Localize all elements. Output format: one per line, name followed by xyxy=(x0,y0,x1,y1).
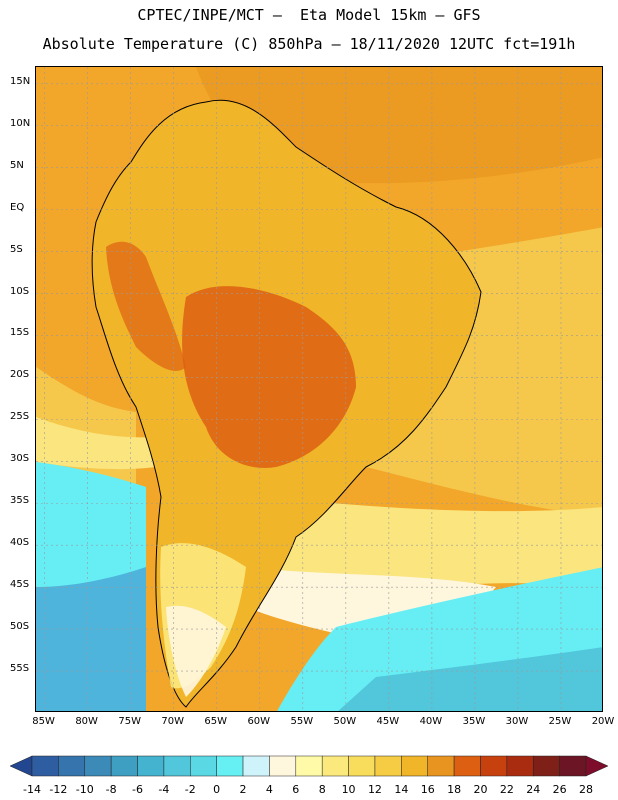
lat-tick-label: 25S xyxy=(10,411,30,423)
colorbar-swatch xyxy=(480,755,508,777)
lon-tick-label: 35W xyxy=(462,716,486,727)
lat-tick-label: 45S xyxy=(10,579,30,591)
colorbar-min-arrow xyxy=(9,755,33,777)
chart-title: CPTEC/INPE/MCT – Eta Model 15km – GFS xyxy=(137,6,481,24)
lat-tick-label: EQ xyxy=(10,201,25,213)
colorbar-tick-label: 12 xyxy=(367,783,382,796)
colorbar-tick-label: 18 xyxy=(447,783,462,796)
lon-tick-label: 70W xyxy=(161,716,184,727)
colorbar-tick-label: 4 xyxy=(265,783,273,796)
lat-tick-label: 30S xyxy=(10,453,30,465)
lat-tick-label: 50S xyxy=(10,621,30,633)
lon-tick-label: 50W xyxy=(333,716,357,727)
lon-tick-label: 40W xyxy=(419,716,443,727)
lon-tick-label: 75W xyxy=(118,716,141,727)
lat-tick-label: 15S xyxy=(10,327,30,339)
colorbar-tick-label: 6 xyxy=(292,783,300,796)
colorbar-tick-label: 24 xyxy=(526,783,541,796)
colorbar-tick-label: -12 xyxy=(49,783,68,796)
colorbar-swatch xyxy=(269,755,297,777)
colorbar-swatch xyxy=(110,755,138,777)
colorbar-swatch xyxy=(58,755,86,777)
lon-tick-label: 25W xyxy=(548,716,572,727)
colorbar-tick-label: 0 xyxy=(213,783,221,796)
lat-tick-label: 20S xyxy=(10,369,30,381)
colorbar-swatch xyxy=(401,755,428,777)
lon-tick-label: 80W xyxy=(75,716,98,727)
pacific-deep-cold xyxy=(36,567,146,711)
colorbar-tick-label: -6 xyxy=(132,783,143,796)
lon-tick-label: 55W xyxy=(290,716,314,727)
colorbar-tick-label: 16 xyxy=(420,783,435,796)
lon-tick-label: 45W xyxy=(376,716,400,727)
colorbar-swatch xyxy=(295,755,323,777)
lon-tick-label: 60W xyxy=(247,716,271,727)
colorbar-tick-label: -10 xyxy=(75,783,94,796)
temperature-map xyxy=(36,67,602,711)
lat-tick-label: 35S xyxy=(10,495,30,507)
colorbar-swatch xyxy=(532,755,560,777)
colorbar-swatch xyxy=(163,755,191,777)
colorbar-swatch xyxy=(453,755,481,777)
colorbar-tick-label: 14 xyxy=(394,783,409,796)
lon-tick-label: 65W xyxy=(204,716,228,727)
colorbar-tick-label: -2 xyxy=(184,783,196,796)
lat-tick-label: 5N xyxy=(10,159,24,171)
pacific-mid-band xyxy=(36,417,156,470)
colorbar-max-arrow xyxy=(585,755,609,777)
south-atlantic-deep-cold xyxy=(338,647,602,711)
lat-tick-label: 55S xyxy=(10,663,30,675)
colorbar-swatch xyxy=(348,755,376,777)
colorbar-tick-label: -8 xyxy=(105,783,117,796)
lon-tick-label: 85W xyxy=(32,716,55,727)
map-panel xyxy=(35,66,603,712)
colorbar-tick-label: 2 xyxy=(239,783,247,796)
colorbar-swatch xyxy=(321,755,349,777)
lat-tick-label: 15N xyxy=(10,75,31,87)
colorbar-swatch xyxy=(559,755,587,777)
andes-hot-spine xyxy=(106,241,186,371)
colorbar-tick-label: -4 xyxy=(158,783,170,796)
colorbar-tick-label: 22 xyxy=(499,783,514,796)
colorbar-tick-label: 20 xyxy=(473,783,488,796)
colorbar-swatch xyxy=(190,755,217,777)
colorbar-tick-label: -14 xyxy=(23,783,41,796)
interior-hot-core xyxy=(182,286,356,468)
colorbar-swatch xyxy=(137,755,165,777)
colorbar-tick-label: 28 xyxy=(579,783,593,796)
colorbar-swatch xyxy=(506,755,534,777)
colorbar-swatch xyxy=(374,755,402,777)
chart-subtitle: Absolute Temperature (C) 850hPa – 18/11/… xyxy=(42,35,576,53)
colorbar-tick-label: 26 xyxy=(552,783,567,796)
colorbar-tick-label: 10 xyxy=(341,783,356,796)
colorbar xyxy=(9,755,609,777)
lon-tick-label: 30W xyxy=(505,716,529,727)
lat-tick-label: 40S xyxy=(10,537,30,549)
colorbar-swatch xyxy=(31,755,59,777)
patagonia-pale xyxy=(166,605,226,697)
lat-tick-label: 10S xyxy=(10,285,30,297)
colorbar-tick-label: 8 xyxy=(318,783,326,796)
lat-tick-label: 10N xyxy=(10,117,31,129)
lon-tick-label: 20W xyxy=(591,716,615,727)
colorbar-swatch xyxy=(84,755,112,777)
colorbar-swatch xyxy=(216,755,244,777)
colorbar-swatch xyxy=(427,755,455,777)
lat-tick-label: 5S xyxy=(10,243,23,255)
colorbar-swatch xyxy=(242,755,270,777)
